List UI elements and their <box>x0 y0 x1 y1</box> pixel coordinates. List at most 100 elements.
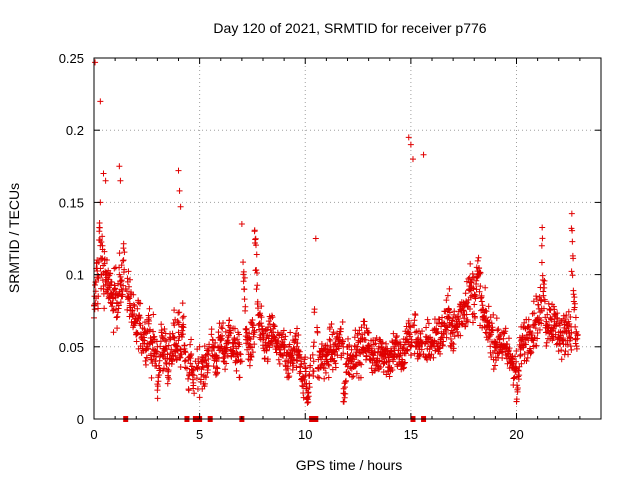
data-point <box>371 367 378 374</box>
data-point <box>186 372 193 379</box>
data-point <box>155 362 162 369</box>
data-point <box>411 317 418 324</box>
data-point <box>275 337 282 344</box>
data-point <box>234 336 241 343</box>
data-point <box>572 314 579 321</box>
data-point <box>533 293 540 300</box>
data-point <box>437 336 444 343</box>
data-point <box>124 278 131 285</box>
data-point <box>118 293 125 300</box>
data-point <box>306 372 313 379</box>
data-point <box>166 375 173 382</box>
data-point <box>469 319 476 326</box>
y-axis-title: SRMTID / TECUs <box>6 183 22 293</box>
data-point <box>252 242 259 249</box>
data-point <box>254 269 260 276</box>
data-point <box>236 331 243 338</box>
data-point <box>164 372 171 379</box>
data-point <box>386 373 393 380</box>
data-point <box>208 331 215 338</box>
data-point <box>445 314 452 321</box>
data-point <box>408 342 415 349</box>
data-point <box>110 329 117 336</box>
data-point <box>120 257 127 264</box>
data-point <box>236 341 243 348</box>
data-point <box>255 322 262 329</box>
data-point <box>513 365 520 372</box>
data-point <box>275 356 282 363</box>
data-point <box>171 307 178 314</box>
data-point <box>448 320 455 327</box>
data-point <box>541 284 548 291</box>
data-point <box>562 348 569 355</box>
data-point <box>420 351 427 358</box>
data-point <box>92 282 99 289</box>
data-point <box>179 300 186 307</box>
data-point <box>342 378 349 385</box>
data-point <box>307 362 314 369</box>
data-point <box>569 238 576 245</box>
data-point <box>492 343 499 350</box>
data-point <box>436 345 443 352</box>
data-point <box>439 314 446 321</box>
data-point <box>463 311 470 318</box>
data-point <box>534 335 541 342</box>
data-point <box>513 358 520 365</box>
data-point <box>525 316 532 323</box>
data-point <box>386 358 393 365</box>
data-point <box>301 360 308 367</box>
data-point <box>556 340 563 347</box>
data-point <box>416 343 423 350</box>
data-point <box>467 286 474 293</box>
data-point <box>113 314 120 321</box>
data-point <box>389 367 396 374</box>
data-point <box>122 286 129 293</box>
data-point <box>340 343 347 350</box>
data-point <box>547 314 554 321</box>
data-point <box>188 336 195 343</box>
data-point <box>335 345 342 352</box>
data-point <box>285 358 292 365</box>
data-point <box>116 163 123 170</box>
data-point <box>142 357 149 364</box>
data-point <box>119 257 126 264</box>
data-point <box>339 338 346 345</box>
data-point <box>325 361 332 368</box>
data-point <box>345 370 352 377</box>
data-point <box>549 333 556 340</box>
data-point <box>311 306 318 313</box>
data-point <box>446 285 453 292</box>
data-point <box>280 352 287 359</box>
data-point <box>419 328 426 335</box>
data-point <box>367 356 374 363</box>
data-point <box>314 365 321 372</box>
data-point <box>536 293 543 300</box>
data-point <box>241 286 248 293</box>
data-point <box>236 374 243 381</box>
x-tick-label: 10 <box>298 427 312 442</box>
data-point <box>225 339 232 346</box>
data-point <box>321 365 328 372</box>
data-point <box>95 305 102 312</box>
data-point <box>442 308 449 315</box>
data-point <box>264 343 271 350</box>
data-point <box>153 353 160 360</box>
data-point <box>165 342 172 349</box>
data-point <box>101 248 108 255</box>
data-point <box>285 374 292 381</box>
data-point <box>446 309 453 316</box>
data-point <box>400 365 407 372</box>
data-point <box>377 364 384 371</box>
data-point <box>459 321 466 328</box>
data-point <box>158 329 165 336</box>
x-tick-label: 15 <box>404 427 418 442</box>
data-point <box>361 318 368 325</box>
data-point <box>374 358 381 365</box>
data-point <box>346 342 353 349</box>
data-point <box>565 308 572 315</box>
data-point <box>407 333 414 340</box>
y-tick-label: 0.2 <box>66 123 84 138</box>
data-point <box>280 327 287 334</box>
data-point <box>134 316 141 323</box>
data-point <box>570 291 577 298</box>
